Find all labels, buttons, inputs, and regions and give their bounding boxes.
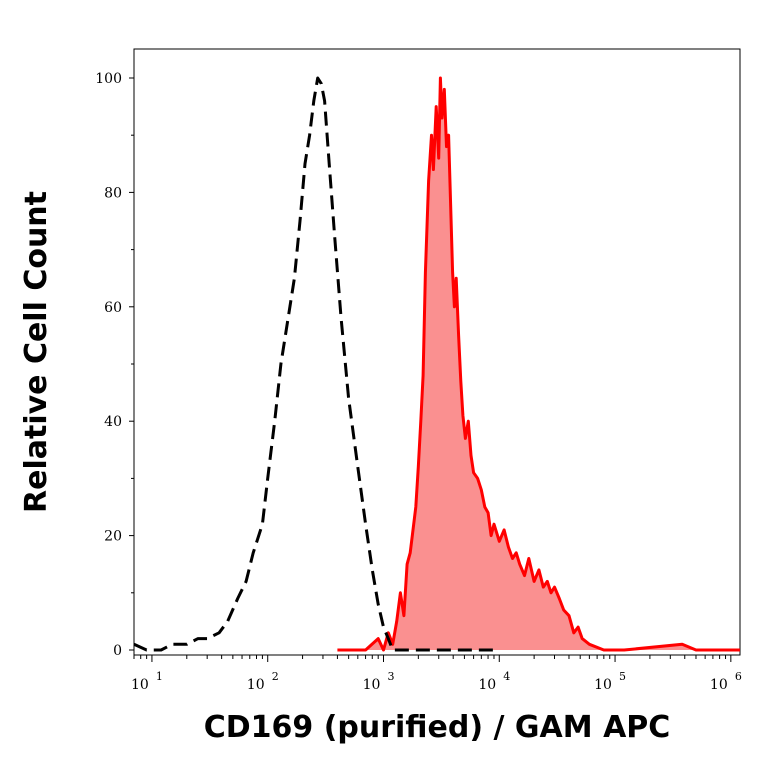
x-tick-label: 10 <box>363 677 381 693</box>
y-tick-label: 80 <box>104 185 122 201</box>
y-tick-label: 100 <box>95 71 122 87</box>
y-tick-label: 40 <box>104 414 122 430</box>
x-tick-exponent: 4 <box>503 670 510 683</box>
x-tick-label: 10 <box>131 677 149 693</box>
x-axis: 10 1 10 2 10 3 10 4 10 5 10 6 <box>131 655 742 693</box>
x-tick-exponent: 1 <box>156 670 163 683</box>
x-tick-label: 10 <box>478 677 496 693</box>
series-1-line <box>337 76 740 652</box>
x-tick-label: 10 <box>710 677 728 693</box>
x-tick-label: 10 <box>247 677 265 693</box>
y-axis: 0 20 40 60 80 100 <box>95 71 134 659</box>
x-tick-exponent: 6 <box>735 670 742 683</box>
y-axis-title: Relative Cell Count <box>19 191 54 513</box>
series-0-line <box>133 76 500 652</box>
series-1-area <box>337 78 740 650</box>
y-tick-label: 20 <box>104 529 122 545</box>
x-tick-label: 10 <box>594 677 612 693</box>
x-tick-exponent: 5 <box>619 670 626 683</box>
y-tick-label: 0 <box>113 643 122 659</box>
x-tick-exponent: 3 <box>387 670 394 683</box>
x-axis-title: CD169 (purified) / GAM APC <box>204 710 671 745</box>
x-tick-exponent: 2 <box>272 670 279 683</box>
y-tick-label: 60 <box>104 300 122 316</box>
series-layer <box>133 76 740 652</box>
plot-frame <box>133 48 741 656</box>
